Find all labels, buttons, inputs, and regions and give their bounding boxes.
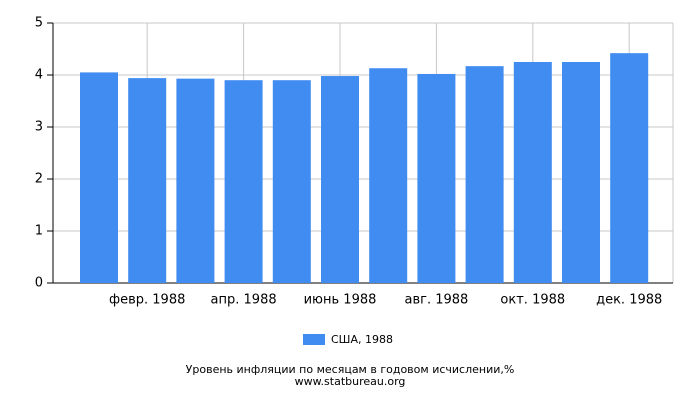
bar — [176, 78, 215, 283]
legend-swatch — [303, 334, 325, 345]
bar — [272, 80, 311, 283]
bar — [417, 73, 456, 284]
y-tick-label: 0 — [35, 276, 43, 291]
y-tick-label: 5 — [35, 16, 43, 31]
x-tick-label: апр. 1988 — [211, 293, 277, 308]
chart-subtitle: www.statbureau.org — [295, 375, 406, 388]
y-tick-label: 4 — [35, 68, 43, 83]
bar — [513, 62, 552, 283]
bar — [610, 53, 649, 283]
legend-label: США, 1988 — [331, 333, 393, 346]
x-tick-label: февр. 1988 — [109, 293, 185, 308]
x-tick-label: июнь 1988 — [304, 293, 377, 308]
x-tick-label: окт. 1988 — [500, 293, 565, 308]
x-tick-label: авг. 1988 — [404, 293, 468, 308]
bar — [321, 76, 359, 283]
y-tick-label: 2 — [35, 172, 43, 187]
y-tick-label: 1 — [35, 224, 43, 239]
chart-title: Уровень инфляции по месяцам в годовом ис… — [186, 363, 515, 376]
bar — [465, 66, 504, 283]
y-tick-label: 3 — [35, 120, 43, 135]
bar — [224, 80, 263, 283]
x-tick-label: дек. 1988 — [596, 293, 662, 308]
bar — [562, 62, 600, 283]
bar — [128, 78, 167, 284]
bar — [369, 68, 408, 284]
bar — [80, 72, 118, 284]
